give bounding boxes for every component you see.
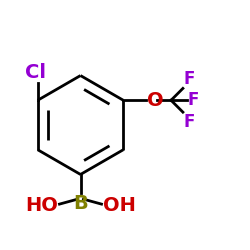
Text: F: F [184,113,195,131]
Text: OH: OH [103,196,136,215]
Text: F: F [188,91,199,109]
Text: Cl: Cl [25,63,46,82]
Text: F: F [184,70,195,88]
Text: B: B [73,194,88,213]
Text: O: O [147,91,164,110]
Text: HO: HO [25,196,58,215]
